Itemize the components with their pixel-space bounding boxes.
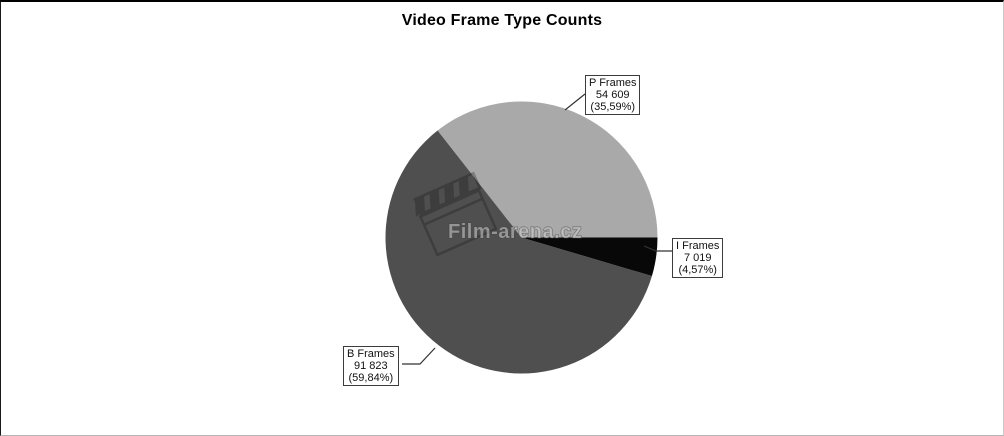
pie-slice-i-frames xyxy=(521,237,658,277)
pie-label-name: I Frames xyxy=(676,240,720,252)
pie-label-percent: (35,59%) xyxy=(590,101,636,113)
pie-slice-b-frames xyxy=(385,130,652,374)
pie-label-value: 7 019 xyxy=(683,252,712,264)
chart-title: Video Frame Type Counts xyxy=(401,12,603,29)
pie-label-percent: (59,84%) xyxy=(348,372,394,384)
pie-label-b-frames: B Frames 91 823 (59,84%) xyxy=(343,346,399,386)
leader-line-p-frames xyxy=(564,93,586,111)
pie-slices-group xyxy=(385,101,658,374)
pie-label-percent: (4,57%) xyxy=(678,264,717,276)
pie-label-name: B Frames xyxy=(347,348,395,360)
pie-label-value: 91 823 xyxy=(354,360,388,372)
leader-line-b-frames xyxy=(402,347,436,365)
pie-label-p-frames: P Frames 54 609 (35,59%) xyxy=(585,75,641,115)
watermark-text: Film-arena.cz xyxy=(448,221,582,243)
leader-line-i-frames xyxy=(643,245,672,252)
pie-label-value: 54 609 xyxy=(595,89,630,101)
pie-label-i-frames: I Frames 7 019 (4,57%) xyxy=(672,238,724,278)
pie-slice-p-frames xyxy=(437,101,658,238)
clapperboard-icon xyxy=(413,171,498,257)
watermark: Film-arena.cz xyxy=(413,171,582,257)
pie-label-name: P Frames xyxy=(589,77,637,89)
